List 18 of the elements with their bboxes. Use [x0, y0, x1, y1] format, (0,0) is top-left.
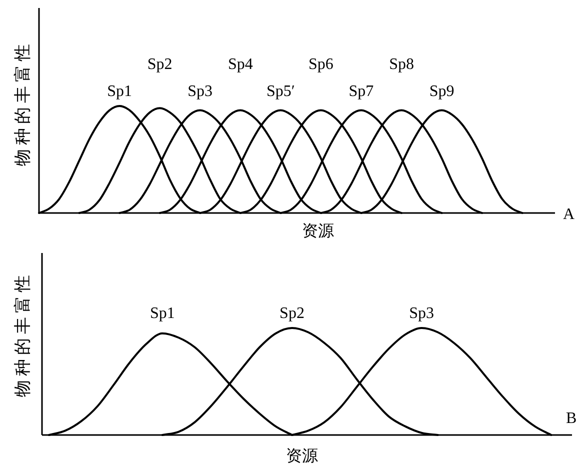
series-label: Sp9 [429, 83, 454, 100]
annotation: A [563, 206, 575, 223]
series-label: Sp3 [409, 305, 434, 322]
series-label: Sp1 [150, 305, 175, 322]
y-label: 物种的丰富性 [13, 271, 32, 397]
series-label: Sp2 [280, 305, 304, 322]
x-label: 资源 [302, 223, 334, 240]
x-label: 资源 [286, 448, 318, 465]
y-label: 物种的丰富性 [13, 40, 32, 166]
annotation: B [566, 410, 577, 427]
series-label: Sp7 [348, 83, 374, 100]
series-label: Sp8 [389, 56, 414, 73]
series-label: Sp4 [228, 56, 253, 73]
series-label: Sp1 [107, 83, 132, 100]
series-label: Sp5′ [266, 83, 295, 100]
series-label: Sp2 [147, 56, 172, 73]
series-label: Sp6 [308, 56, 334, 73]
series-label: Sp3 [188, 83, 213, 100]
